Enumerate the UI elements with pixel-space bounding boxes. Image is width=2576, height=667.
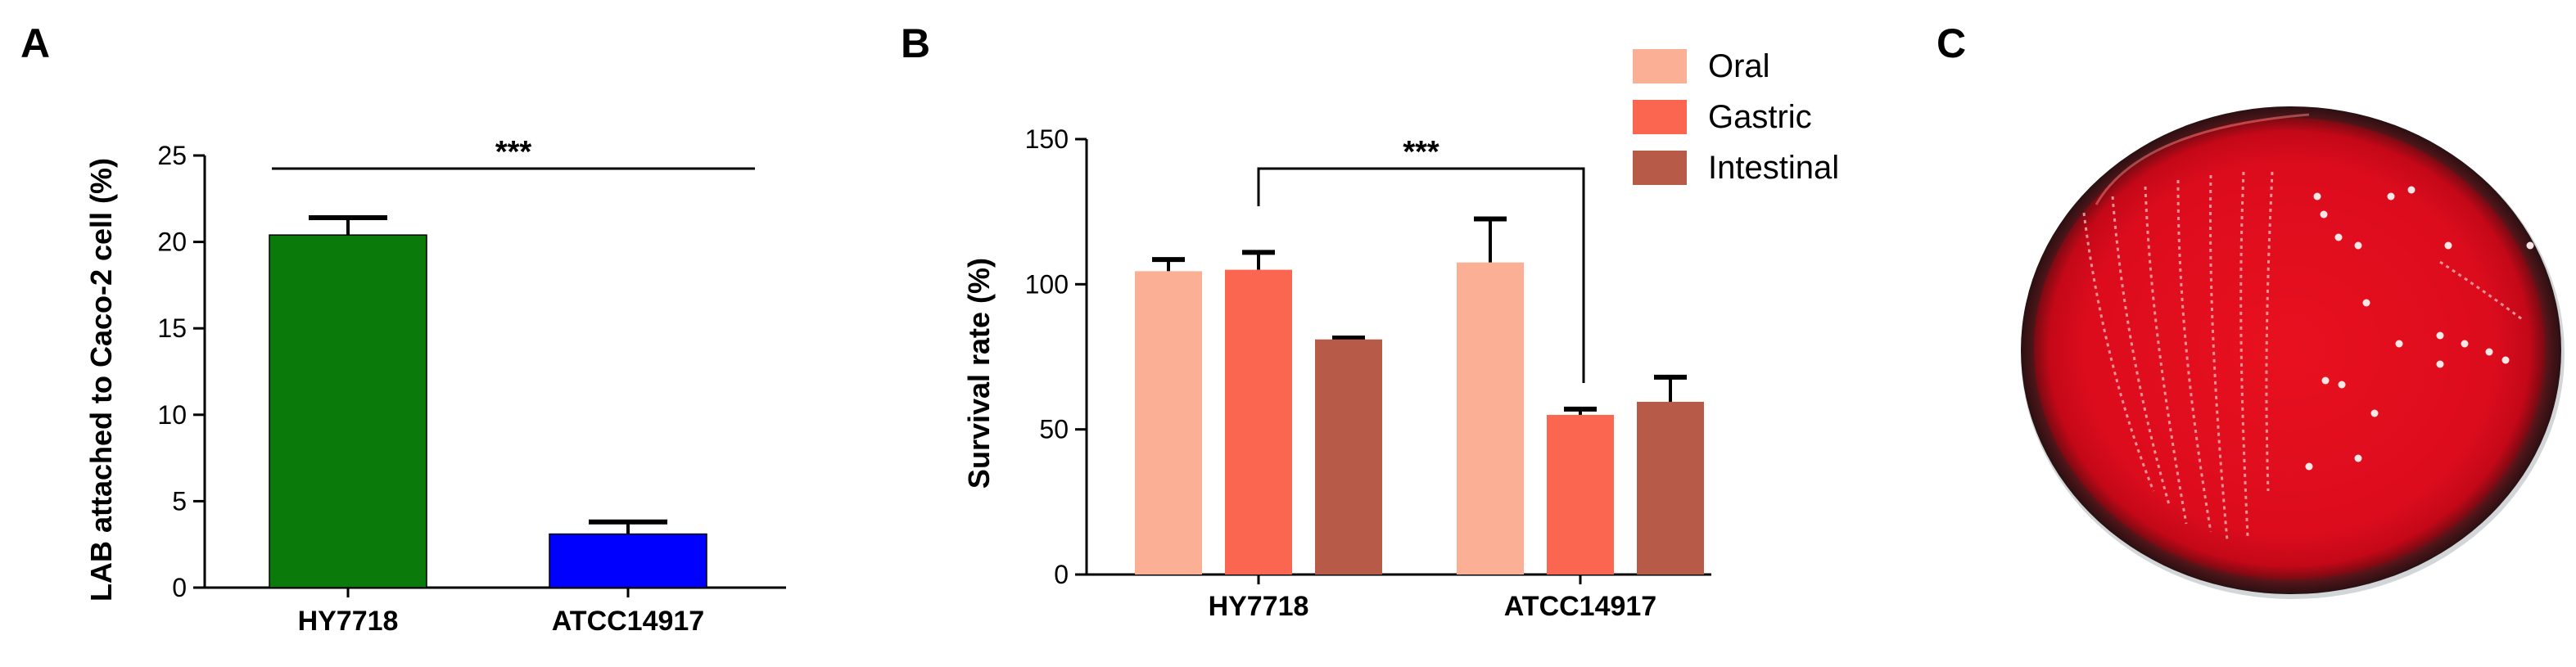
bar-atcc14917	[549, 533, 707, 588]
chart-b-labels: 0 50 100 150 HY7718 ATCC14917	[1025, 124, 1657, 622]
panel-letter-c: C	[1937, 20, 1966, 66]
colony-16	[2501, 356, 2510, 364]
colony-19	[2354, 241, 2362, 250]
chart-a-bars	[269, 215, 707, 588]
colony-5	[2362, 299, 2370, 307]
panel-letter-b: B	[901, 20, 930, 66]
y-tick-label-15: 15	[157, 313, 187, 343]
bar-hy7718-gastric	[1225, 269, 1292, 575]
streak-1	[2111, 196, 2172, 508]
y-tick-label-0: 0	[1054, 560, 1069, 589]
colony-2	[2334, 233, 2343, 241]
colony-0	[2313, 192, 2321, 201]
x-tick-label-hy7718: HY7718	[298, 606, 399, 637]
colony-9	[2485, 348, 2493, 356]
y-tick-label-10: 10	[157, 400, 187, 430]
bacterial-colonies	[2305, 186, 2534, 471]
y-tick-label-20: 20	[157, 228, 187, 257]
streak-4	[2209, 174, 2229, 541]
chart-a: 0 5 10 15 20 25 HY7718 ATCC14917 LAB attached t…	[84, 135, 786, 637]
colony-11	[2321, 376, 2330, 385]
colony-12	[2370, 409, 2379, 417]
bar-atcc14917-intestinal	[1637, 401, 1704, 575]
y-tick-label-150: 150	[1025, 124, 1069, 154]
y-tick-label-0: 0	[172, 573, 187, 602]
y-tick-label-25: 25	[157, 141, 187, 170]
chart-b-y-axis-title: Survival rate (%)	[962, 258, 996, 489]
blood-agar-plate-photo	[2021, 106, 2565, 599]
legend-label-gastric: Gastric	[1708, 99, 1812, 135]
chart-b-legend: Oral Gastric Intestinal	[1633, 48, 1839, 186]
x-tick-label-hy7718: HY7718	[1209, 591, 1309, 622]
bar-hy7718	[269, 234, 427, 588]
y-tick-label-100: 100	[1025, 269, 1069, 299]
colony-13	[2354, 454, 2362, 462]
chart-b-significance-label: ***	[1403, 135, 1439, 169]
colony-17	[2526, 241, 2534, 250]
plate-reflection	[2095, 113, 2310, 205]
legend-label-intestinal: Intestinal	[1708, 150, 1839, 186]
colony-1	[2320, 210, 2328, 219]
legend-swatch-oral	[1633, 49, 1687, 83]
streak-5	[2239, 171, 2249, 537]
colony-4	[2407, 186, 2416, 194]
chart-b: 0 50 100 150 HY7718 ATCC14917 Oral Gastric Inte…	[962, 48, 1839, 622]
colony-3	[2387, 192, 2395, 201]
bar-hy7718-intestinal	[1315, 339, 1382, 575]
x-tick-label-atcc14917: ATCC14917	[552, 606, 704, 637]
colony-8	[2461, 340, 2469, 348]
colony-18	[2444, 241, 2452, 250]
streak-7	[2439, 260, 2523, 321]
chart-a-y-axis-title: LAB attached to Caco-2 cell (%)	[84, 158, 118, 602]
significance-bracket	[1257, 167, 1585, 383]
bar-atcc14917-gastric	[1547, 414, 1614, 575]
y-tick-label-5: 5	[172, 486, 187, 516]
bar-atcc14917-oral	[1457, 262, 1524, 575]
chart-a-significance-label: ***	[495, 135, 532, 169]
legend-label-oral: Oral	[1708, 48, 1770, 84]
colony-15	[2436, 360, 2444, 368]
colony-7	[2436, 331, 2444, 340]
colony-14	[2305, 462, 2313, 471]
y-tick-label-50: 50	[1039, 415, 1069, 444]
legend-swatch-intestinal	[1633, 151, 1687, 185]
chart-b-bars	[1135, 216, 1704, 575]
colony-6	[2395, 340, 2403, 348]
colony-10	[2338, 381, 2346, 389]
panel-letter-a: A	[20, 20, 50, 66]
bacterial-streaks	[2082, 171, 2523, 541]
streak-0	[2082, 212, 2155, 492]
bar-hy7718-oral	[1135, 271, 1202, 575]
x-tick-label-atcc14917: ATCC14917	[1504, 591, 1656, 622]
plate-agar	[2034, 118, 2545, 579]
streak-3	[2176, 179, 2212, 533]
chart-a-labels: 0 5 10 15 20 25 HY7718 ATCC14917	[157, 141, 704, 637]
legend-swatch-gastric	[1633, 100, 1687, 134]
